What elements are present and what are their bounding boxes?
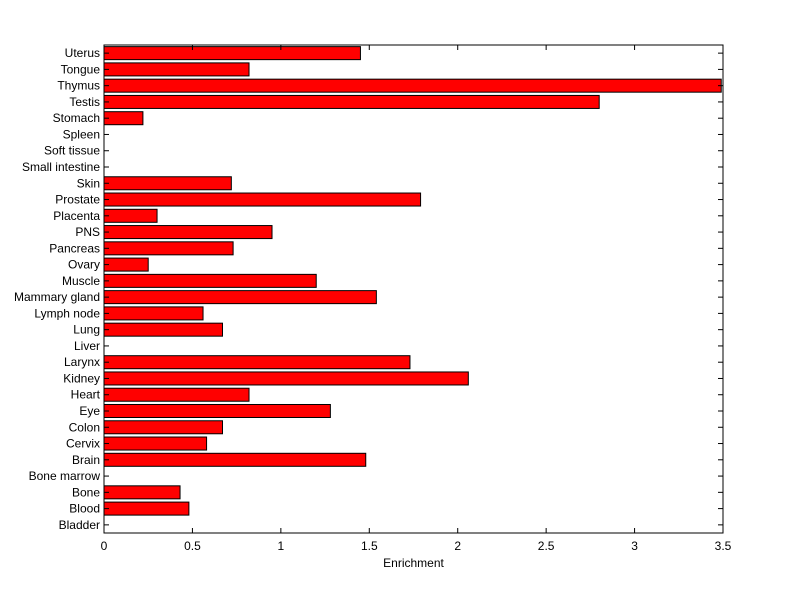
y-tick-label: Soft tissue: [44, 144, 100, 158]
bar-thymus: [103, 78, 722, 93]
y-tick-label: Larynx: [64, 355, 100, 369]
y-tick-label: Tongue: [61, 62, 101, 76]
y-tick-label: Prostate: [55, 193, 100, 207]
x-tick-label: 2: [454, 539, 461, 553]
bar-eye: [103, 403, 331, 419]
y-tick-label: Kidney: [63, 371, 100, 385]
x-axis-label: Enrichment: [383, 556, 444, 570]
y-tick-label: Blood: [69, 502, 100, 516]
y-tick-label: Lung: [73, 323, 100, 337]
bar-brain: [103, 452, 367, 467]
y-tick-label: Muscle: [62, 274, 100, 288]
x-tick-label: 1: [278, 539, 285, 553]
y-tick-label: Bladder: [59, 518, 100, 532]
y-tick-label: PNS: [75, 225, 100, 239]
bar-ovary: [103, 257, 149, 272]
y-tick-label: Liver: [74, 339, 100, 353]
y-tick-label: Lymph node: [34, 306, 100, 320]
y-tick-label: Brain: [72, 453, 100, 467]
x-tick-label: 1.5: [361, 539, 378, 553]
bar-pns: [103, 225, 273, 240]
bar-lung: [103, 322, 223, 337]
y-tick-label: Heart: [71, 388, 101, 402]
x-tick-label: 0.5: [184, 539, 201, 553]
bar-lymph-node: [103, 306, 204, 321]
y-tick-label: Mammary gland: [14, 290, 100, 304]
bars-group: [103, 46, 722, 516]
bar-larynx: [103, 355, 411, 370]
y-tick-label: Small intestine: [22, 160, 100, 174]
bar-blood: [103, 501, 190, 516]
plot-frame: [103, 44, 724, 534]
bar-colon: [103, 420, 223, 435]
bar-uterus: [103, 46, 361, 61]
x-tick-label: 3: [631, 539, 638, 553]
y-tick-label: Bone marrow: [29, 469, 101, 483]
x-tick-label: 0: [101, 539, 108, 553]
bar-heart: [103, 387, 250, 402]
y-tick-label: Uterus: [65, 46, 100, 60]
bar-tongue: [103, 62, 250, 77]
bar-stomach: [103, 111, 144, 126]
y-tick-label: Thymus: [57, 79, 100, 93]
y-tick-label: Pancreas: [49, 241, 100, 255]
bar-testis: [103, 94, 600, 109]
y-tick-label: Cervix: [66, 437, 100, 451]
bar-placenta: [103, 208, 158, 223]
bar-mammary-gland: [103, 290, 377, 305]
y-tick-label: Spleen: [63, 127, 100, 141]
x-tick-label: 2.5: [538, 539, 555, 553]
bar-kidney: [103, 371, 469, 386]
bar-bone: [103, 485, 181, 500]
y-tick-label: Stomach: [53, 111, 100, 125]
bar-skin: [103, 176, 232, 191]
x-tick-label: 3.5: [715, 539, 732, 553]
y-tick-label: Skin: [77, 176, 100, 190]
bar-cervix: [103, 436, 208, 451]
y-tick-label: Testis: [69, 95, 100, 109]
y-tick-label: Ovary: [68, 258, 100, 272]
y-tick-label: Colon: [69, 420, 100, 434]
bar-prostate: [103, 192, 422, 207]
bar-pancreas: [103, 241, 234, 256]
bar-muscle: [103, 273, 317, 288]
y-tick-label: Bone: [72, 485, 100, 499]
labels-group: Bladder Blood Bone Bone marrow Brain Cervix Co…: [14, 46, 732, 553]
y-tick-label: Placenta: [53, 209, 100, 223]
y-tick-label: Eye: [79, 404, 100, 418]
